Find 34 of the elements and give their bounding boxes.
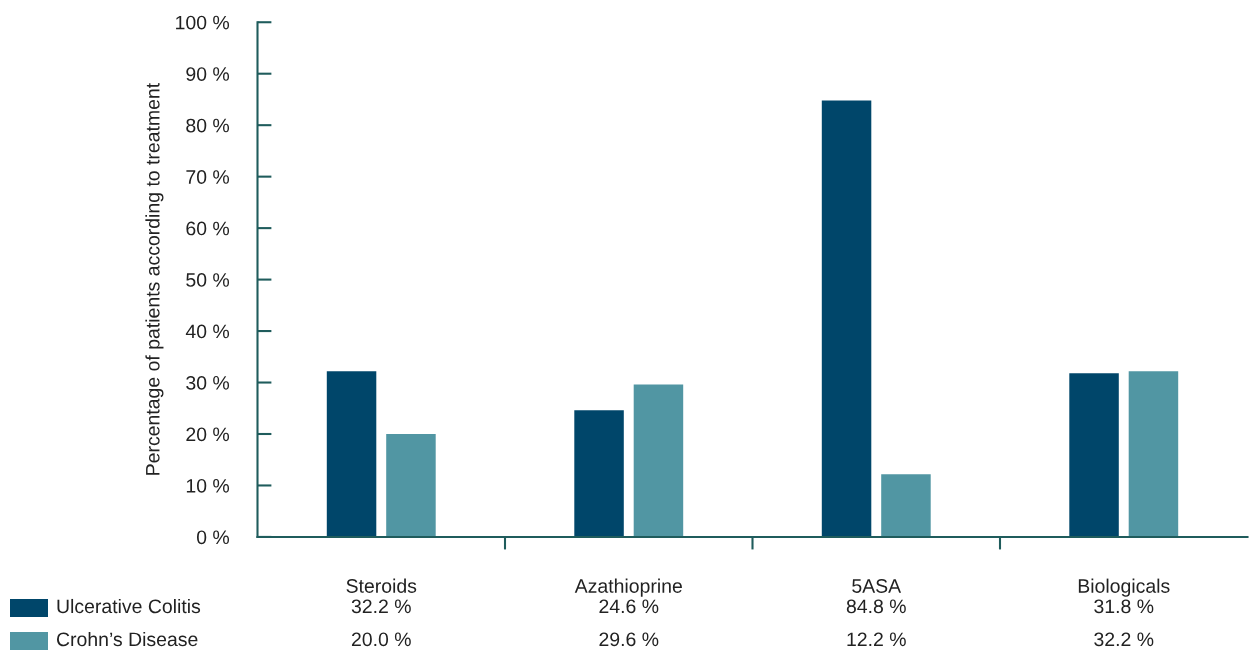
data-label: 20.0 %: [351, 632, 411, 647]
y-tick-label: 30 %: [186, 375, 230, 390]
x-tick-label: Azathioprine: [574, 578, 682, 597]
bar: [633, 384, 684, 537]
y-tick-label: 70 %: [186, 170, 230, 184]
y-tick-label: 40 %: [185, 324, 230, 339]
y-tick-label: 60 %: [186, 221, 230, 236]
y-tick-label: 80 %: [186, 118, 230, 133]
x-tick-label: 5ASA: [852, 579, 902, 593]
data-label: 24.6 %: [599, 599, 659, 614]
y-tick-label: 90 %: [186, 67, 230, 81]
y-axis-title: Percentage of patients according to treatment: [145, 82, 164, 475]
y-tick-label: 100 %: [176, 15, 230, 30]
bar: [1069, 373, 1119, 537]
data-label: 32.2 %: [351, 599, 411, 614]
y-tick-label: 0 %: [196, 530, 230, 545]
y-tick-label: 50 %: [186, 273, 230, 287]
legend-label: Crohn’s Disease: [56, 631, 198, 647]
bar: [821, 100, 872, 537]
bar: [326, 371, 377, 537]
data-label: 84.8 %: [846, 599, 906, 614]
y-tick-label: 20 %: [186, 427, 230, 442]
x-tick-label: Biologicals: [1078, 578, 1170, 597]
x-tick-label: Steroids: [346, 578, 417, 593]
bar: [1128, 371, 1179, 537]
bar: [574, 410, 624, 537]
bar: [386, 433, 436, 537]
legend-label: Ulcerative Colitis: [57, 598, 201, 614]
bar: [881, 474, 931, 537]
data-label: 31.8 %: [1094, 599, 1154, 614]
data-label: 32.2 %: [1094, 632, 1154, 647]
data-label: 29.6 %: [599, 632, 659, 647]
y-tick-label: 10 %: [186, 478, 230, 493]
data-label: 12.2 %: [847, 632, 906, 647]
